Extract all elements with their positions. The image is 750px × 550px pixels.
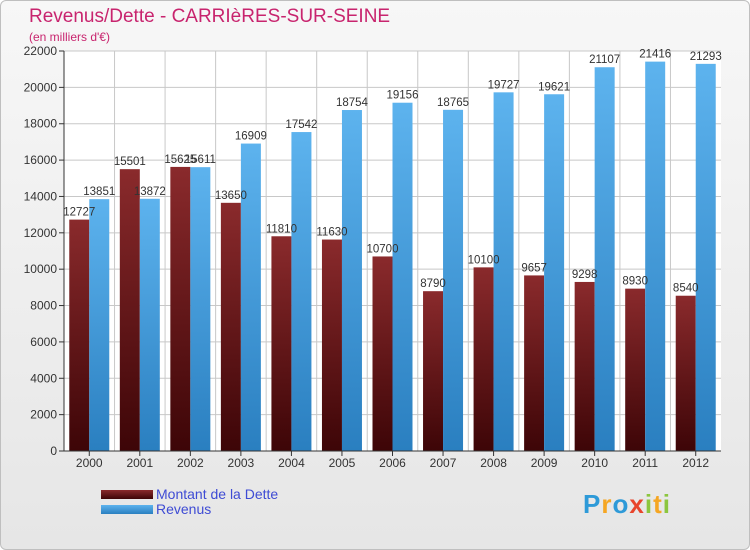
bar-dette bbox=[220, 202, 241, 451]
data-label-revenus: 21416 bbox=[639, 49, 671, 61]
bar-revenus bbox=[544, 94, 565, 451]
y-tick-label: 6000 bbox=[30, 335, 57, 349]
bar-dette bbox=[675, 295, 696, 451]
bar-dette bbox=[69, 219, 90, 451]
data-label-revenus: 19727 bbox=[488, 79, 520, 91]
logo-letter: P bbox=[583, 489, 602, 519]
data-label-dette: 13650 bbox=[215, 190, 247, 202]
y-tick-label: 18000 bbox=[24, 117, 58, 131]
data-label-dette: 12727 bbox=[63, 207, 95, 219]
bar-revenus bbox=[341, 110, 362, 451]
data-label-revenus: 18754 bbox=[336, 97, 369, 109]
bar-dette bbox=[423, 291, 444, 451]
y-tick-label: 8000 bbox=[30, 299, 57, 313]
bar-revenus bbox=[291, 132, 312, 451]
data-label-dette: 11810 bbox=[266, 223, 297, 235]
data-label-dette: 9657 bbox=[521, 262, 547, 274]
logo-letter: i bbox=[644, 489, 654, 519]
logo-letter: i bbox=[662, 489, 671, 519]
data-label-dette: 8930 bbox=[622, 276, 648, 288]
x-tick-label: 2001 bbox=[126, 456, 153, 470]
bar-dette bbox=[321, 239, 342, 451]
axes: 0 2000 4000 6000 8000 10000 12000 14000 16000 180… bbox=[24, 44, 721, 470]
bar-dette bbox=[372, 256, 393, 451]
bar-dette bbox=[625, 288, 646, 451]
bar-revenus bbox=[594, 67, 615, 452]
data-label-dette: 8790 bbox=[420, 278, 446, 290]
data-label-revenus: 19156 bbox=[387, 90, 419, 102]
data-label-dette: 11630 bbox=[316, 227, 347, 239]
x-tick-label: 2011 bbox=[632, 456, 658, 470]
x-tick-label: 2006 bbox=[379, 456, 406, 470]
data-label-dette: 10100 bbox=[468, 254, 500, 266]
legend-label-revenus: Revenus bbox=[156, 501, 212, 517]
y-tick-label: 16000 bbox=[24, 153, 58, 167]
data-label-dette: 8540 bbox=[673, 283, 699, 295]
logo-letter: t bbox=[653, 489, 663, 519]
x-tick-label: 2007 bbox=[430, 456, 457, 470]
logo-letter: x bbox=[629, 489, 645, 519]
legend-swatch-dette bbox=[101, 490, 153, 499]
bars bbox=[69, 61, 716, 452]
bar-revenus bbox=[240, 143, 261, 451]
x-tick-label: 2003 bbox=[228, 456, 255, 470]
y-tick-label: 0 bbox=[50, 444, 57, 458]
x-tick-label: 2005 bbox=[329, 456, 356, 470]
y-tick-label: 4000 bbox=[30, 371, 57, 385]
bar-revenus bbox=[392, 102, 413, 451]
data-label-revenus: 19621 bbox=[538, 81, 570, 93]
data-label-dette: 15501 bbox=[114, 156, 146, 168]
bar-dette bbox=[473, 267, 494, 451]
logo-letter: o bbox=[612, 489, 630, 519]
y-tick-label: 20000 bbox=[24, 80, 58, 94]
data-label-revenus: 21107 bbox=[589, 54, 620, 66]
data-label-dette: 9298 bbox=[572, 269, 598, 281]
logo-letter: r bbox=[601, 489, 613, 519]
x-tick-label: 2009 bbox=[531, 456, 558, 470]
x-tick-label: 2004 bbox=[278, 456, 305, 470]
legend-swatch-revenus bbox=[101, 505, 153, 514]
data-label-dette: 10700 bbox=[367, 243, 399, 255]
data-label-revenus: 21293 bbox=[690, 51, 722, 63]
y-tick-label: 14000 bbox=[24, 189, 58, 203]
bar-revenus bbox=[645, 61, 666, 451]
bar-revenus bbox=[89, 199, 110, 451]
legend-label-dette: Montant de la Dette bbox=[156, 486, 279, 502]
y-tick-label: 2000 bbox=[30, 408, 57, 422]
bar-dette bbox=[574, 281, 595, 451]
proxiti-logo: Proxiti bbox=[583, 489, 671, 520]
x-tick-label: 2010 bbox=[581, 456, 608, 470]
data-label-dette: 15625 bbox=[164, 154, 196, 166]
bar-revenus bbox=[493, 92, 514, 451]
x-tick-label: 2008 bbox=[480, 456, 507, 470]
data-label-revenus: 13872 bbox=[134, 186, 166, 198]
bar-dette bbox=[170, 166, 191, 451]
bar-revenus bbox=[190, 167, 211, 451]
y-tick-label: 10000 bbox=[24, 262, 58, 276]
bar-revenus bbox=[695, 63, 716, 451]
bar-revenus bbox=[139, 198, 160, 451]
data-label-revenus: 16909 bbox=[235, 131, 267, 143]
chart-title: Revenus/Dette - CARRIèRES-SUR-SEINE bbox=[29, 6, 391, 27]
data-label-revenus: 13851 bbox=[83, 186, 115, 198]
data-label-revenus: 17542 bbox=[285, 119, 317, 131]
bar-revenus bbox=[443, 109, 464, 452]
x-tick-label: 2012 bbox=[682, 456, 709, 470]
data-label-revenus: 15611 bbox=[185, 154, 216, 166]
chart-subtitle: (en milliers d'€) bbox=[29, 30, 110, 44]
bar-dette bbox=[119, 169, 140, 451]
data-label-revenus: 18765 bbox=[437, 97, 469, 109]
y-tick-label: 22000 bbox=[24, 44, 58, 58]
bar-dette bbox=[524, 275, 545, 451]
bar-dette bbox=[271, 236, 292, 451]
x-tick-label: 2000 bbox=[76, 456, 103, 470]
x-tick-label: 2002 bbox=[177, 456, 204, 470]
y-tick-label: 12000 bbox=[24, 226, 58, 240]
